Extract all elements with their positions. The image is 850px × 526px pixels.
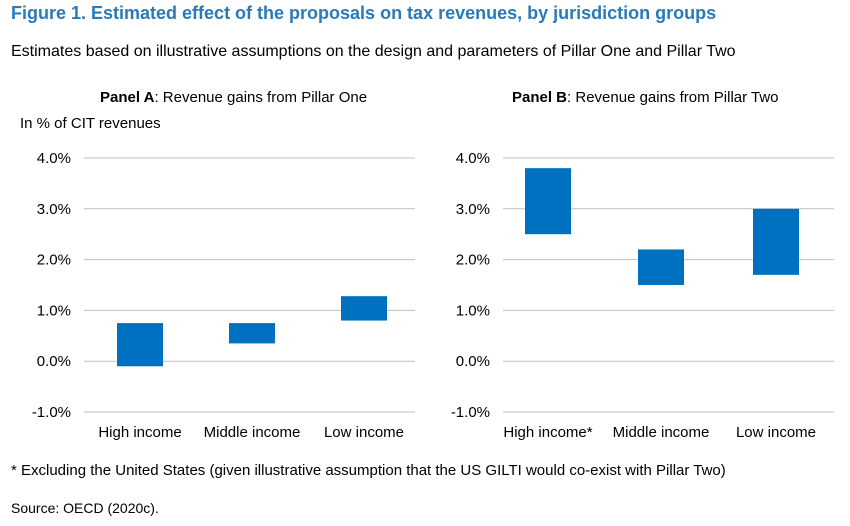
panel-a-y-tick-label: 3.0% xyxy=(37,201,71,218)
panel-a-category-label: Low income xyxy=(324,424,404,441)
panel-b-y-tick-label: 2.0% xyxy=(456,252,490,269)
panel-b-y-tick-label: 3.0% xyxy=(456,201,490,218)
figure-title: Figure 1. Estimated effect of the propos… xyxy=(11,3,717,23)
panel-b-title-text: : Revenue gains from Pillar Two xyxy=(567,89,779,106)
figure-subtitle: Estimates based on illustrative assumpti… xyxy=(11,43,736,60)
panel-a-label: Panel A xyxy=(100,89,155,106)
panel-b-bar xyxy=(638,249,684,285)
panel-b-label: Panel B xyxy=(512,89,568,106)
panel-b-y-tick-label: 1.0% xyxy=(456,302,490,319)
panel-b-bar xyxy=(525,168,571,235)
panel-a-chart: 4.0% 3.0% 2.0% 1.0% 0.0% -1.0% High income Midd… xyxy=(32,150,415,441)
source-note: Source: OECD (2020c). xyxy=(11,500,159,516)
panel-a-category-label: High income xyxy=(98,424,181,441)
panel-a-y-tick-label: 4.0% xyxy=(37,150,71,167)
panel-a-y-tick-label: 1.0% xyxy=(37,302,71,319)
panel-a-bar xyxy=(117,323,163,367)
panel-b-title: Panel B: Revenue gains from Pillar Two xyxy=(512,89,779,106)
footnote: * Excluding the United States (given ill… xyxy=(11,462,726,479)
panel-a-y-tick-label: -1.0% xyxy=(32,404,71,421)
panel-a-bar xyxy=(341,296,387,321)
panel-b-category-label: Low income xyxy=(736,424,816,441)
panel-b-y-tick-label: -1.0% xyxy=(451,404,490,421)
panel-b-chart: 4.0% 3.0% 2.0% 1.0% 0.0% -1.0% High income* Mid… xyxy=(451,150,834,441)
panel-a-bar xyxy=(229,323,275,344)
panel-b-category-label: High income* xyxy=(503,424,592,441)
panel-b-y-tick-label: 0.0% xyxy=(456,353,490,370)
panel-b-y-tick-label: 4.0% xyxy=(456,150,490,167)
panel-b-category-label: Middle income xyxy=(613,424,710,441)
panel-a-title: Panel A: Revenue gains from Pillar One xyxy=(100,89,367,106)
panel-b-bar xyxy=(753,208,799,275)
panel-a-y-tick-label: 0.0% xyxy=(37,353,71,370)
panel-a-title-text: : Revenue gains from Pillar One xyxy=(154,89,368,106)
panel-a-y-tick-label: 2.0% xyxy=(37,252,71,269)
panel-a-category-label: Middle income xyxy=(204,424,301,441)
y-axis-unit-label: In % of CIT revenues xyxy=(20,115,161,132)
